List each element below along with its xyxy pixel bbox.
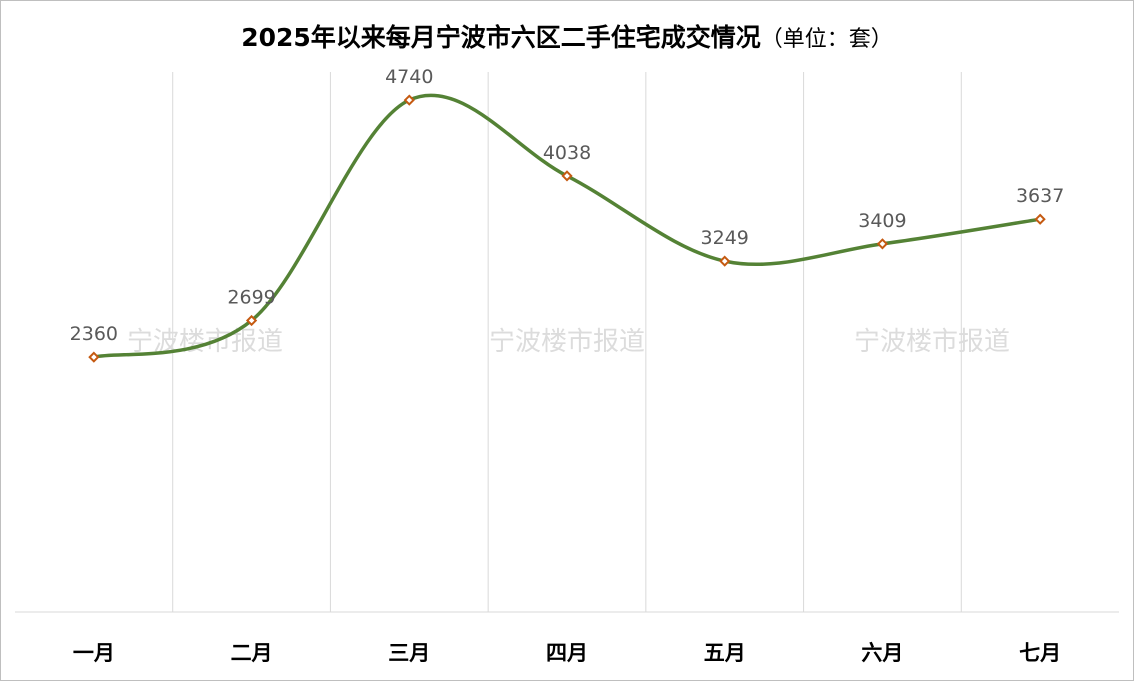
watermark-3: 宁波楼市报道	[854, 327, 1010, 357]
x-tick-label: 二月	[231, 641, 273, 665]
chart-title-unit: （单位：套）	[760, 27, 893, 52]
data-label: 3637	[1016, 185, 1064, 207]
data-label: 4740	[385, 66, 433, 88]
x-tick-label: 三月	[388, 641, 430, 665]
data-label: 3249	[701, 227, 749, 249]
x-tick-labels: 一月 二月 三月 四月 五月 六月 七月	[73, 641, 1061, 665]
data-label: 4038	[543, 142, 591, 164]
x-tick-label: 五月	[704, 641, 746, 665]
chart-title: 2025年以来每月宁波市六区二手住宅成交情况（单位：套）	[0, 18, 1134, 54]
x-tick-label: 四月	[546, 641, 588, 665]
data-point	[1034, 213, 1046, 225]
x-tick-label: 六月	[861, 641, 903, 665]
grid-lines	[172, 72, 962, 612]
chart-title-text: 2025年以来每月宁波市六区二手住宅成交情况	[241, 23, 761, 52]
series-line-group: 2360 2699 4740 4038 3249 3409 3637	[70, 66, 1064, 363]
x-tick-label: 一月	[73, 641, 115, 665]
data-label: 2360	[70, 323, 118, 345]
data-point	[561, 170, 573, 182]
watermark-2: 宁波楼市报道	[489, 327, 645, 357]
watermarks: 宁波楼市报道 宁波楼市报道 宁波楼市报道	[127, 327, 1010, 357]
data-label: 2699	[227, 287, 275, 309]
data-point	[719, 255, 731, 267]
data-point	[88, 351, 100, 363]
data-label: 3409	[858, 210, 906, 232]
data-point	[245, 314, 258, 327]
data-point	[403, 94, 415, 106]
x-tick-label: 七月	[1019, 641, 1061, 665]
data-point	[876, 238, 889, 250]
